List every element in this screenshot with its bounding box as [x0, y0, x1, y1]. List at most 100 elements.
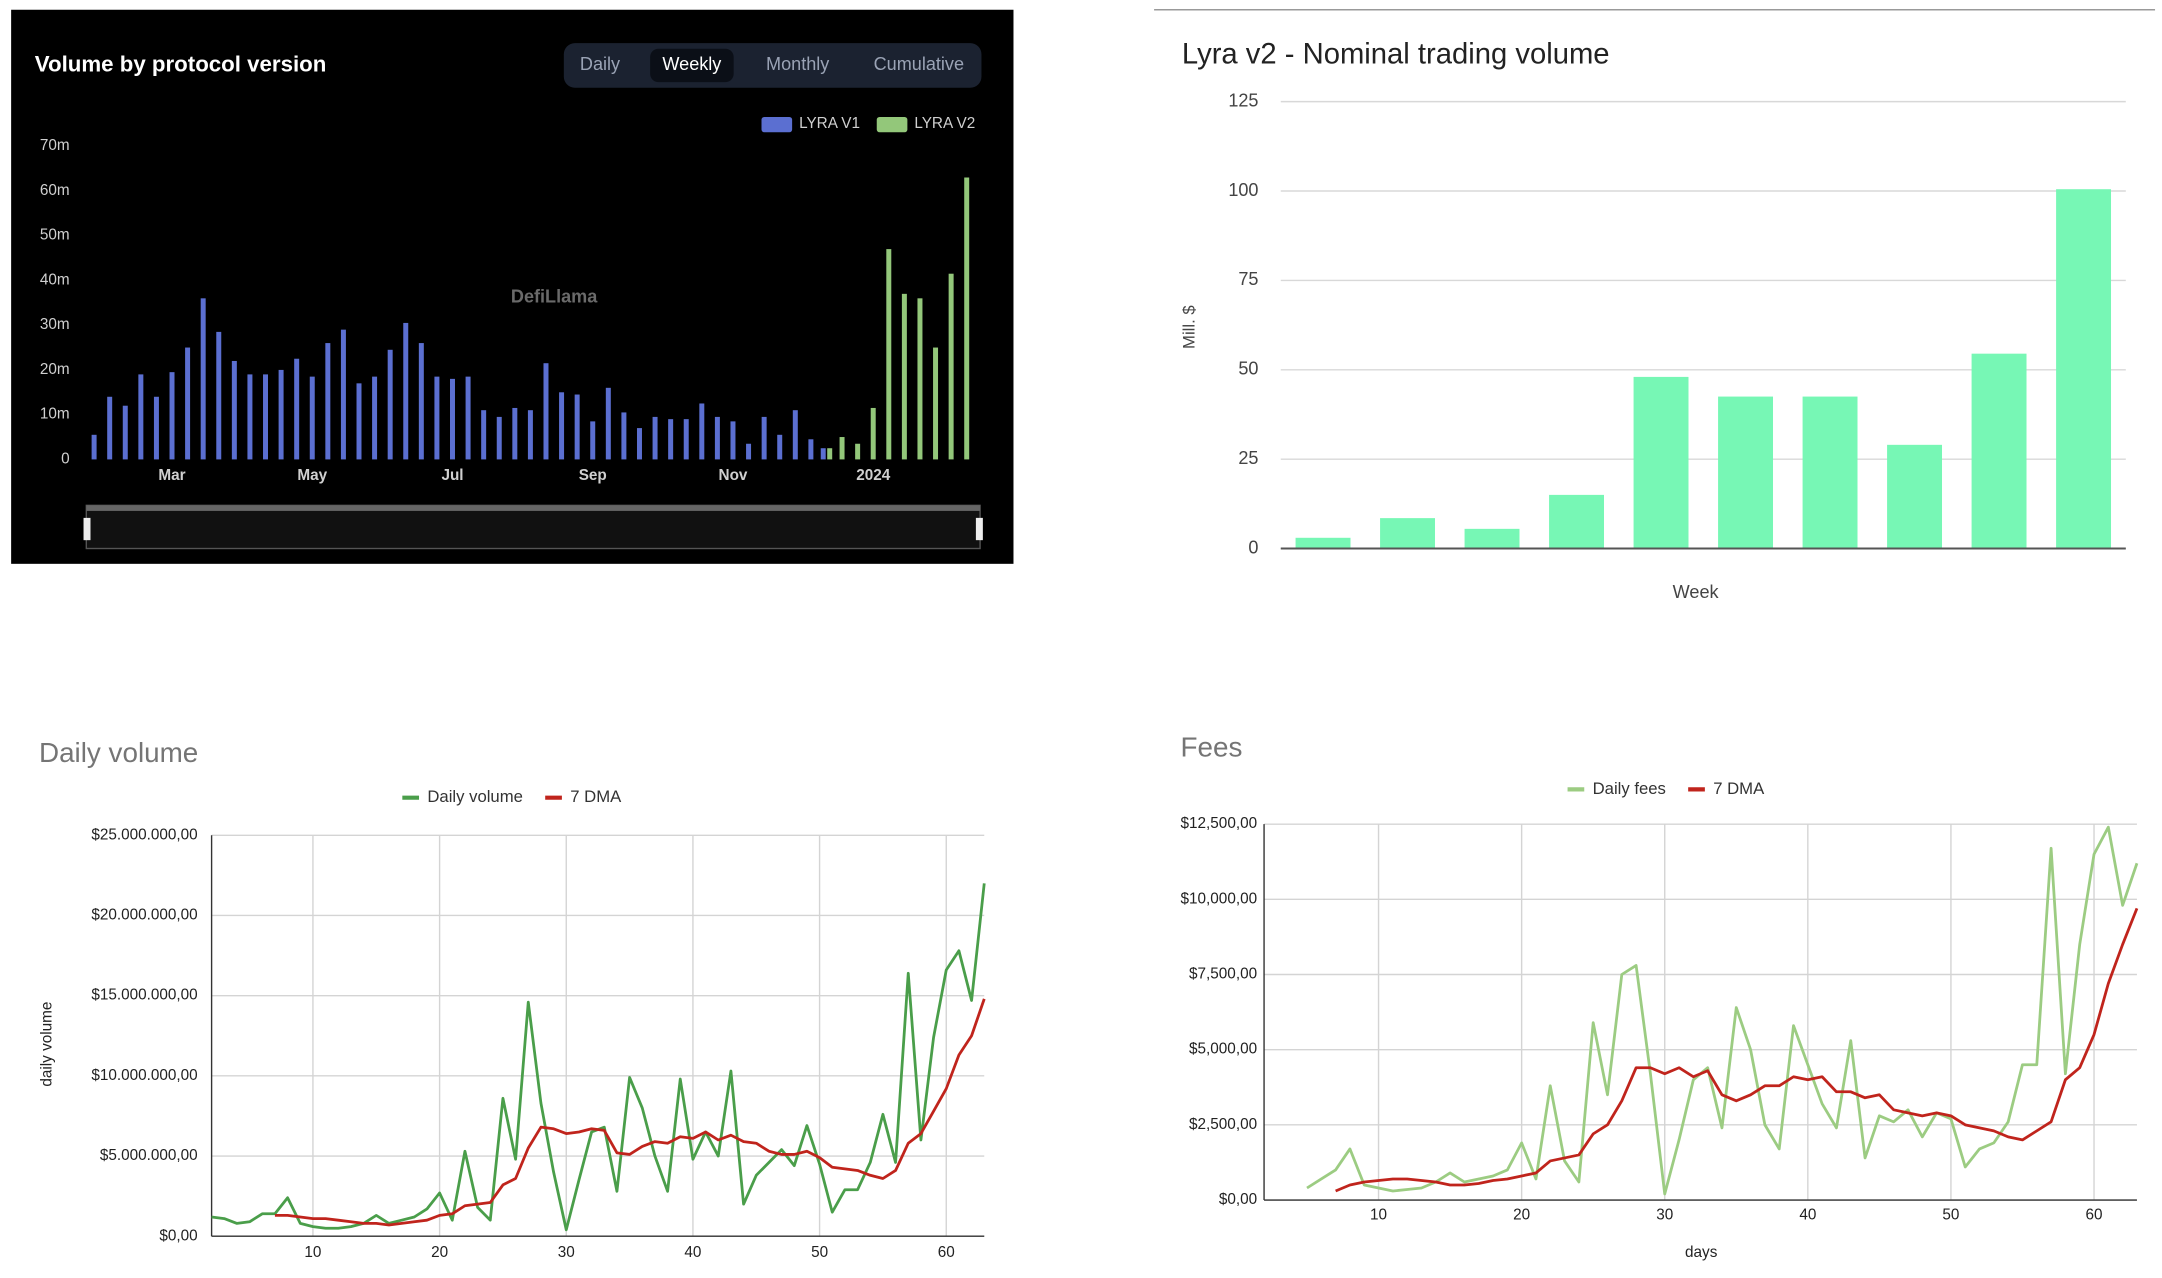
bar: [855, 443, 861, 460]
x-tick-label: Nov: [719, 467, 748, 484]
bar: [559, 392, 565, 460]
chart-title: Daily volume: [39, 737, 198, 768]
y-tick-label: 25: [1238, 448, 1258, 468]
bar: [1380, 518, 1435, 549]
daily-volume-chart: Daily volume daily volume $0,00 $5.000.00…: [38, 737, 986, 1261]
range-slider[interactable]: [85, 504, 981, 550]
bar: [450, 378, 455, 460]
x-tick-label: May: [297, 467, 327, 484]
y-tick-label: 10m: [40, 406, 70, 423]
bar: [356, 383, 362, 460]
bar: [777, 434, 783, 460]
bar: [372, 376, 378, 460]
chart-title: Fees: [1181, 731, 1243, 762]
bar: [496, 416, 502, 460]
y-tick-label: $12,500,00: [1181, 815, 1258, 832]
line-series: [1335, 907, 2139, 1193]
bar: [870, 407, 876, 460]
y-tick-label: 0: [1248, 537, 1258, 557]
bar: [933, 347, 939, 460]
watermark: DefiLlama: [511, 287, 598, 307]
y-tick-label: 75: [1238, 269, 1258, 289]
bar: [590, 421, 596, 460]
bar: [901, 293, 907, 460]
bar: [263, 374, 269, 460]
range-handle[interactable]: [975, 517, 983, 541]
bar: [512, 407, 518, 460]
bar: [808, 439, 814, 460]
tab[interactable]: Daily: [580, 54, 620, 74]
y-tick-label: 50: [1238, 359, 1258, 379]
bar: [387, 349, 393, 460]
bar: [231, 360, 237, 460]
tab[interactable]: Monthly: [766, 54, 829, 74]
bar: [200, 298, 206, 460]
bar: [621, 412, 627, 460]
x-tick-label: 60: [2086, 1206, 2103, 1223]
bar: [746, 443, 752, 460]
bar: [636, 428, 642, 460]
bar: [278, 369, 284, 460]
bar: [216, 331, 222, 460]
y-tick-label: $0,00: [159, 1227, 197, 1244]
range-handle[interactable]: [83, 517, 91, 541]
y-axis-label: daily volume: [38, 1002, 55, 1087]
x-tick-label: 40: [684, 1244, 701, 1261]
bar: [652, 416, 658, 460]
bar: [325, 343, 331, 460]
x-tick-label: 20: [1513, 1206, 1530, 1223]
weekly-volume-chart: Volume by protocol version DefiLlama 0 10…: [35, 51, 975, 484]
bar: [964, 177, 970, 460]
bar: [527, 410, 533, 460]
bar: [574, 394, 580, 460]
x-tick-label: 10: [304, 1244, 321, 1261]
bar: [2056, 189, 2112, 549]
bar: [247, 374, 253, 460]
bar: [948, 273, 954, 460]
legend-swatch: [761, 116, 793, 133]
y-tick-label: $5.000.000,00: [100, 1147, 198, 1164]
active-tab-pill: [650, 48, 734, 83]
bar: [1802, 396, 1858, 549]
x-tick-label: 30: [1656, 1206, 1673, 1223]
bar: [792, 410, 798, 460]
y-tick-label: 70m: [40, 137, 70, 154]
y-tick-label: $20.000.000,00: [91, 907, 197, 924]
chart-title: Lyra v2 - Nominal trading volume: [1182, 38, 1610, 70]
y-tick-label: 0: [61, 450, 70, 467]
bar: [839, 437, 845, 460]
x-tick-label: Mar: [158, 467, 185, 484]
bar: [107, 396, 113, 460]
bar: [730, 421, 736, 460]
x-tick-label: 40: [1799, 1206, 1816, 1223]
y-tick-label: 40m: [40, 271, 70, 288]
line-series: [1306, 825, 2139, 1196]
bar: [1718, 396, 1774, 549]
range-slider-bar: [86, 505, 981, 511]
y-tick-label: 30m: [40, 316, 70, 333]
y-tick-label: $2,500,00: [1189, 1116, 1257, 1133]
bar: [1887, 444, 1943, 549]
line-series: [211, 883, 986, 1232]
bar: [91, 434, 97, 460]
bar: [886, 249, 892, 460]
tab[interactable]: Cumulative: [874, 54, 964, 74]
tab[interactable]: Weekly: [662, 54, 721, 74]
legend-label: Daily fees: [1593, 779, 1666, 798]
bar: [605, 387, 611, 460]
y-tick-label: $0,00: [1219, 1191, 1257, 1208]
y-tick-label: $7,500,00: [1189, 966, 1257, 983]
y-tick-label: $25.000.000,00: [91, 826, 197, 843]
bar: [294, 358, 300, 460]
bar: [1971, 353, 2027, 549]
x-tick-label: 50: [811, 1244, 828, 1261]
bar: [827, 448, 833, 460]
bar: [138, 374, 144, 460]
bar: [309, 376, 315, 460]
bar: [668, 419, 674, 460]
y-tick-label: 100: [1228, 180, 1258, 200]
chart-title: Volume by protocol version: [35, 51, 327, 76]
line-series: [274, 998, 986, 1227]
x-tick-label: 60: [938, 1244, 955, 1261]
bar: [465, 376, 471, 460]
